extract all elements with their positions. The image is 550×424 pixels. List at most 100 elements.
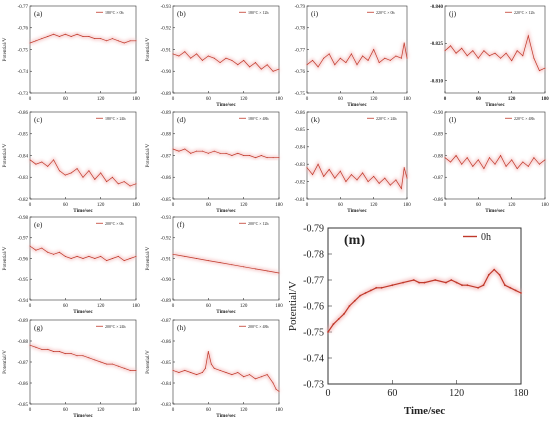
data-point (384, 177, 386, 179)
data-point (317, 163, 319, 165)
data-point (306, 167, 308, 169)
data-point (488, 157, 490, 159)
data-point (395, 179, 397, 181)
data-point (260, 68, 262, 70)
data-point (70, 258, 72, 259)
data-point (367, 181, 369, 183)
panel-m: -0.79 -0.78 -0.77 -0.76 -0.75 -0.74 -0.730 60 12… (287, 224, 529, 418)
data-point (466, 284, 469, 287)
panel-label: (k) (311, 115, 320, 124)
x-tick-label: 120 (370, 97, 378, 102)
data-point (514, 289, 517, 292)
data-point (328, 168, 330, 170)
x-tick-label: 120 (97, 97, 105, 102)
data-point (64, 174, 66, 176)
data-point (129, 40, 131, 42)
x-tick-label: 180 (403, 97, 411, 102)
data-point (172, 369, 174, 371)
panel-h: -0.87 -0.86 -0.85 -0.84 -0.830 60 120 180 (h) 200… (145, 319, 283, 419)
data-point (94, 178, 96, 180)
data-point (353, 299, 356, 302)
panel-frame (306, 5, 408, 94)
data-point (384, 57, 386, 59)
data-point (207, 152, 209, 154)
y-tick-label: -0.92 (161, 27, 172, 32)
panel-frame (29, 111, 137, 200)
y-tick-label: -0.85 (18, 403, 29, 408)
y-tick-label: -0.75 (295, 92, 306, 97)
data-point (527, 165, 529, 167)
data-point (533, 57, 535, 59)
panel-label: (h) (177, 323, 186, 332)
y-axis-label: Potential/V (287, 281, 299, 331)
data-point (339, 57, 341, 59)
data-point (100, 255, 102, 257)
x-tick-label: 120 (97, 408, 105, 413)
data-point (70, 172, 72, 174)
data-point (339, 170, 341, 172)
y-tick-label: -0.87 (161, 154, 172, 159)
panel-label: (m) (344, 233, 365, 248)
series-line (172, 253, 280, 274)
panel-label: (l) (449, 115, 457, 124)
data-point (29, 159, 31, 161)
x-tick-label: 120 (97, 203, 105, 208)
data-point (472, 50, 474, 52)
x-tick-label: 60 (206, 203, 212, 208)
x-tick-label: 0 (29, 408, 32, 413)
x-tick-label: 180 (132, 408, 140, 413)
y-tick-label: -0.85 (161, 361, 172, 366)
data-point (323, 175, 325, 177)
data-point (129, 369, 131, 371)
panel-g: -0.89 -0.88 -0.87 -0.86 -0.850 60 120 180 (g) 200… (2, 319, 140, 419)
panel-b: -0.93 -0.92 -0.91 -0.90 -0.890 60 120 180 (b) 180… (145, 5, 283, 108)
y-tick-label: -0.77 (18, 5, 29, 10)
data-point (111, 38, 113, 40)
data-point (254, 157, 256, 159)
x-tick-label: 0 (29, 304, 32, 309)
data-point (328, 53, 330, 55)
y-tick-label: -0.95 (18, 278, 29, 283)
y-tick-label: -0.84 (18, 154, 29, 159)
series-line (306, 42, 408, 68)
panel-label: (a) (34, 9, 43, 18)
data-point (400, 188, 402, 190)
data-point (237, 64, 239, 66)
data-point (172, 148, 174, 150)
y-tick-label: -0.75 (18, 48, 29, 53)
y-tick-label: -0.89 (161, 299, 172, 304)
x-axis-label: Time/sec (216, 309, 236, 315)
data-point (533, 157, 535, 159)
data-point (260, 376, 262, 378)
data-point (106, 363, 108, 365)
series-glow (305, 42, 409, 70)
y-tick-label: -0.91 (161, 257, 172, 262)
data-point (520, 292, 522, 294)
series-glow (28, 156, 137, 188)
data-point (213, 367, 215, 369)
legend-label: 0h (481, 232, 491, 243)
data-point (243, 266, 245, 268)
data-point (275, 388, 277, 390)
data-point (493, 268, 496, 271)
y-tick-label: -0.78 (303, 250, 324, 261)
x-tick-label: 60 (63, 408, 69, 413)
x-axis-label: Time/sec (216, 413, 236, 419)
data-point (243, 155, 245, 156)
x-tick-label: 0 (444, 203, 447, 208)
x-tick-label: 0 (172, 304, 175, 309)
y-tick-label: -0.87 (18, 361, 29, 366)
data-point (254, 268, 256, 270)
data-point (231, 264, 233, 266)
data-point (389, 59, 391, 61)
data-point (403, 42, 405, 44)
y-tick-label: -0.78 (295, 27, 306, 32)
data-point (505, 52, 507, 54)
data-point (306, 64, 308, 66)
data-point (184, 255, 186, 257)
data-point (76, 168, 78, 170)
data-point (327, 331, 329, 333)
legend-label: 180°C × 24h (105, 116, 126, 121)
data-point (350, 174, 352, 176)
